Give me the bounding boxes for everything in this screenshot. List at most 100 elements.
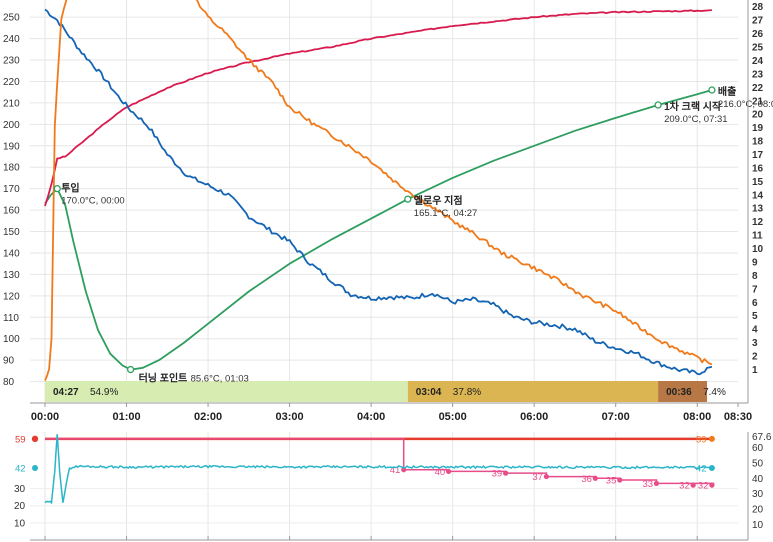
airflow-step-label: 33 bbox=[642, 479, 653, 490]
x-tick-label: 01:00 bbox=[112, 411, 140, 423]
annotation-marker bbox=[654, 101, 662, 109]
y-right-tick-label: 3 bbox=[752, 338, 758, 349]
y-left-tick-label: 230 bbox=[3, 56, 20, 67]
y-right-tick-label: 12 bbox=[752, 217, 764, 228]
fan-end-label: 42 bbox=[696, 464, 707, 475]
airflow-step-marker bbox=[503, 470, 509, 476]
ctl-y-left-tick-label: 10 bbox=[14, 518, 26, 529]
airflow-step-marker bbox=[709, 482, 715, 488]
airflow-step-marker bbox=[653, 480, 660, 487]
gas-series-line bbox=[44, 0, 713, 381]
y-left-tick-label: 130 bbox=[3, 270, 20, 281]
y-right-tick-label: 27 bbox=[752, 16, 764, 27]
airflow-step-label: 41 bbox=[390, 465, 401, 476]
y-right-tick-label: 28 bbox=[752, 2, 764, 13]
annotation-label: 터닝 포인트 bbox=[139, 372, 188, 385]
y-right-tick-label: 26 bbox=[752, 29, 764, 40]
airflow-step-label: 32 bbox=[679, 481, 690, 492]
x-tick-label: 08:00 bbox=[683, 411, 711, 423]
env-series-line bbox=[44, 9, 712, 207]
bean-series-line bbox=[44, 89, 713, 371]
y-right-tick-label: 25 bbox=[752, 43, 764, 54]
y-right-tick-label: 6 bbox=[752, 298, 758, 309]
ctl-y-right-tick-label: 50 bbox=[752, 458, 764, 469]
fan-end-marker bbox=[708, 465, 715, 471]
y-left-tick-label: 190 bbox=[3, 141, 20, 152]
annotation-label: 1차 크랙 시작 bbox=[664, 100, 722, 113]
y-right-tick-label: 23 bbox=[752, 69, 764, 80]
airflow-step-marker bbox=[690, 482, 696, 488]
y-left-tick-label: 90 bbox=[3, 356, 15, 367]
y-left-tick-label: 150 bbox=[3, 227, 20, 238]
y-left-tick-label: 170 bbox=[3, 184, 20, 195]
axes: 8090100110120130140150160170180190200210… bbox=[3, 0, 764, 423]
annotation-value: 85.6°C, 01:03 bbox=[191, 374, 249, 385]
x-tick-label: 02:00 bbox=[194, 411, 222, 423]
y-right-tick-label: 22 bbox=[752, 83, 764, 94]
phase-percent: 7.4% bbox=[703, 387, 726, 398]
y-left-tick-label: 100 bbox=[3, 334, 20, 345]
phase-time: 00:36 bbox=[666, 387, 692, 398]
phase-bar: 04:27 54.9% 03:04 37.8% 00:36 7.4% bbox=[45, 381, 726, 402]
y-right-tick-label: 19 bbox=[752, 123, 764, 134]
airflow-step-marker bbox=[401, 467, 407, 473]
x-tick-label: 03:00 bbox=[276, 411, 304, 423]
y-right-tick-label: 5 bbox=[752, 311, 758, 322]
annotation-value: 209.0°C, 07:31 bbox=[664, 114, 728, 125]
airflow-step-marker bbox=[592, 475, 598, 481]
y-right-tick-label: 14 bbox=[752, 190, 764, 201]
main-series bbox=[44, 0, 713, 381]
annotation-marker bbox=[708, 86, 716, 94]
y-left-tick-label: 160 bbox=[3, 206, 20, 217]
annotation-value: 170.0°C, 00:00 bbox=[61, 196, 125, 207]
phase-segment bbox=[407, 381, 659, 402]
burner-start-marker bbox=[31, 435, 39, 443]
y-right-tick-label: 10 bbox=[752, 244, 764, 255]
fan-series-line bbox=[44, 434, 713, 505]
y-right-tick-label: 18 bbox=[752, 137, 764, 148]
airflow-step-label: 36 bbox=[581, 474, 592, 485]
x-tick-label: 08:30 bbox=[724, 411, 752, 423]
control-series: 59 59 41 40 39 37 36 35 33 32 32 42 42 bbox=[15, 434, 715, 505]
airflow-step-label: 32 bbox=[698, 481, 709, 492]
y-left-tick-label: 110 bbox=[3, 313, 19, 324]
ctl-y-left-tick-label: 20 bbox=[14, 501, 26, 512]
ror-series-line bbox=[44, 8, 713, 376]
y-right-tick-label: 2 bbox=[752, 351, 758, 362]
x-tick-label: 00:00 bbox=[31, 411, 59, 423]
airflow-step-label: 40 bbox=[435, 467, 446, 478]
x-tick-label: 04:00 bbox=[357, 411, 385, 423]
airflow-step-marker bbox=[543, 473, 550, 480]
fan-start-marker bbox=[32, 465, 38, 471]
y-right-tick-label: 24 bbox=[752, 56, 764, 67]
y-right-tick-label: 16 bbox=[752, 163, 764, 174]
y-right-tick-label: 15 bbox=[752, 177, 764, 188]
phase-time: 03:04 bbox=[416, 387, 442, 398]
airflow-step-label: 37 bbox=[532, 472, 543, 483]
x-tick-label: 05:00 bbox=[439, 411, 467, 423]
y-right-tick-label: 17 bbox=[752, 150, 764, 161]
phase-segment bbox=[45, 381, 408, 402]
y-left-tick-label: 250 bbox=[3, 13, 20, 24]
y-right-tick-label: 4 bbox=[752, 325, 758, 336]
y-left-tick-label: 220 bbox=[3, 77, 20, 88]
y-left-tick-label: 120 bbox=[3, 291, 20, 302]
annotation-marker bbox=[53, 184, 61, 193]
y-left-tick-label: 80 bbox=[3, 377, 15, 388]
y-left-tick-label: 240 bbox=[3, 34, 20, 45]
ctl-y-right-tick-label: 10 bbox=[752, 520, 764, 531]
x-tick-label: 06:00 bbox=[520, 411, 548, 423]
y-left-tick-label: 180 bbox=[3, 163, 20, 174]
burner-start-label: 59 bbox=[15, 434, 26, 445]
y-right-tick-label: 7 bbox=[752, 284, 758, 295]
burner-end-label: 59 bbox=[696, 434, 707, 445]
burner-end-marker bbox=[708, 435, 715, 442]
fan-start-label: 42 bbox=[15, 464, 26, 475]
phase-percent: 54.9% bbox=[90, 387, 118, 398]
y-right-tick-label: 8 bbox=[752, 271, 758, 282]
annotation-label: 배출 bbox=[718, 85, 736, 98]
annotation-label: 옐로우 지점 bbox=[414, 194, 463, 207]
